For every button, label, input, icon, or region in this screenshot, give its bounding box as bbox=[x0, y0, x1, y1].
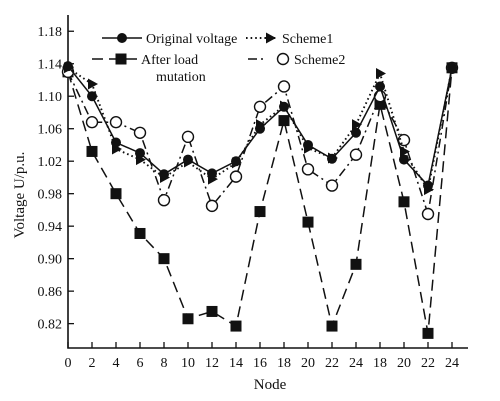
x-tick-label: 8 bbox=[161, 356, 168, 371]
point-original bbox=[183, 154, 193, 165]
y-tick-label: 0.86 bbox=[38, 285, 63, 300]
point-after bbox=[254, 206, 266, 218]
x-tick-label: 20 bbox=[301, 356, 315, 371]
x-axis: 0 2 4 6 8 10 12 14 16 18 20 22 24 18 20 22 24 bbox=[65, 342, 459, 371]
point-scheme2 bbox=[253, 100, 267, 113]
x-tick-label: 18 bbox=[373, 356, 387, 371]
series-line-scheme2 bbox=[67, 67, 453, 215]
point-original bbox=[327, 153, 337, 164]
point-original bbox=[375, 81, 385, 92]
x-tick-label: 24 bbox=[445, 356, 459, 371]
point-scheme1 bbox=[352, 119, 362, 131]
point-scheme2 bbox=[157, 193, 171, 207]
point-after bbox=[422, 327, 434, 339]
x-tick-label: 20 bbox=[397, 356, 411, 371]
y-tick-label: 1.14 bbox=[38, 58, 63, 73]
point-scheme2 bbox=[181, 130, 195, 144]
x-tick-label: 14 bbox=[229, 356, 243, 371]
x-tick-label: 4 bbox=[113, 356, 120, 371]
point-original bbox=[447, 62, 457, 73]
point-scheme1 bbox=[376, 67, 386, 79]
legend-label-scheme2: Scheme2 bbox=[294, 53, 345, 68]
point-original bbox=[135, 148, 145, 159]
y-tick-label: 0.94 bbox=[38, 220, 63, 235]
y-tick-label: 1.02 bbox=[38, 155, 63, 170]
x-tick-label: 22 bbox=[421, 356, 435, 371]
x-tick-label: 12 bbox=[205, 356, 219, 371]
series-layer bbox=[61, 61, 459, 339]
x-axis-title: Node bbox=[254, 377, 287, 393]
point-after bbox=[350, 258, 362, 270]
series-after bbox=[62, 62, 458, 339]
legend-item-scheme2: Scheme2 bbox=[248, 52, 345, 68]
point-after bbox=[86, 145, 98, 157]
point-scheme2 bbox=[301, 163, 315, 176]
x-tick-label: 2 bbox=[89, 356, 96, 371]
legend-marker-original bbox=[117, 33, 127, 43]
y-axis-title: Voltage U/p.u. bbox=[12, 152, 28, 239]
point-after bbox=[326, 320, 338, 332]
point-after bbox=[278, 115, 290, 127]
legend-label-original: Original voltage bbox=[146, 32, 237, 47]
point-after bbox=[398, 196, 410, 208]
x-tick-label: 18 bbox=[277, 356, 291, 371]
point-original bbox=[303, 139, 313, 150]
x-tick-label: 0 bbox=[65, 356, 72, 371]
point-original bbox=[255, 123, 265, 134]
point-scheme2 bbox=[421, 207, 435, 221]
legend-item-scheme1: Scheme1 bbox=[246, 32, 333, 47]
x-tick-label: 22 bbox=[325, 356, 339, 371]
legend-item-original: Original voltage bbox=[102, 32, 237, 47]
point-after bbox=[158, 253, 170, 265]
point-scheme1 bbox=[88, 78, 98, 90]
point-scheme2 bbox=[109, 116, 123, 129]
point-original bbox=[279, 101, 289, 112]
legend: Original voltage Scheme1 After load mutatio… bbox=[92, 32, 345, 85]
legend-marker-scheme1 bbox=[266, 32, 276, 44]
y-axis: 0.82 0.86 0.90 0.94 0.98 1.02 1.06 1.10 1.14 1.18 bbox=[38, 25, 74, 333]
legend-item-after: After load mutation bbox=[92, 53, 206, 85]
y-tick-label: 0.90 bbox=[38, 253, 63, 268]
point-original bbox=[399, 154, 409, 165]
point-original bbox=[207, 168, 217, 179]
point-original bbox=[159, 169, 169, 180]
point-original bbox=[63, 61, 73, 72]
point-scheme2 bbox=[205, 199, 219, 213]
x-tick-label: 6 bbox=[137, 356, 144, 371]
series-scheme2 bbox=[61, 61, 459, 221]
point-scheme2 bbox=[229, 170, 243, 183]
y-tick-label: 0.98 bbox=[38, 188, 63, 203]
y-tick-label: 1.18 bbox=[38, 25, 63, 40]
point-after bbox=[230, 320, 242, 332]
point-after bbox=[182, 313, 194, 325]
point-after bbox=[206, 305, 218, 317]
point-scheme2 bbox=[133, 126, 147, 139]
point-original bbox=[87, 91, 97, 102]
point-original bbox=[423, 180, 433, 191]
point-scheme2 bbox=[85, 116, 99, 129]
point-after bbox=[110, 188, 122, 200]
point-scheme2 bbox=[325, 179, 339, 192]
point-original bbox=[111, 137, 121, 148]
y-tick-label: 0.82 bbox=[38, 318, 63, 333]
series-original bbox=[63, 61, 457, 191]
x-tick-label: 10 bbox=[181, 356, 195, 371]
x-tick-label: 16 bbox=[253, 356, 267, 371]
point-after bbox=[134, 227, 146, 239]
point-after bbox=[374, 98, 386, 110]
x-tick-label: 24 bbox=[349, 356, 363, 371]
point-original bbox=[351, 127, 361, 138]
legend-marker-after bbox=[115, 53, 127, 65]
point-original bbox=[231, 156, 241, 167]
point-scheme2 bbox=[397, 133, 411, 147]
legend-label-after: After load mutation bbox=[141, 53, 206, 85]
legend-marker-scheme2 bbox=[276, 52, 290, 66]
legend-label-scheme1: Scheme1 bbox=[282, 32, 333, 47]
y-tick-label: 1.10 bbox=[38, 90, 63, 105]
point-after bbox=[302, 216, 314, 228]
point-scheme2 bbox=[277, 80, 291, 93]
point-scheme2 bbox=[349, 148, 363, 161]
y-tick-label: 1.06 bbox=[38, 123, 63, 138]
